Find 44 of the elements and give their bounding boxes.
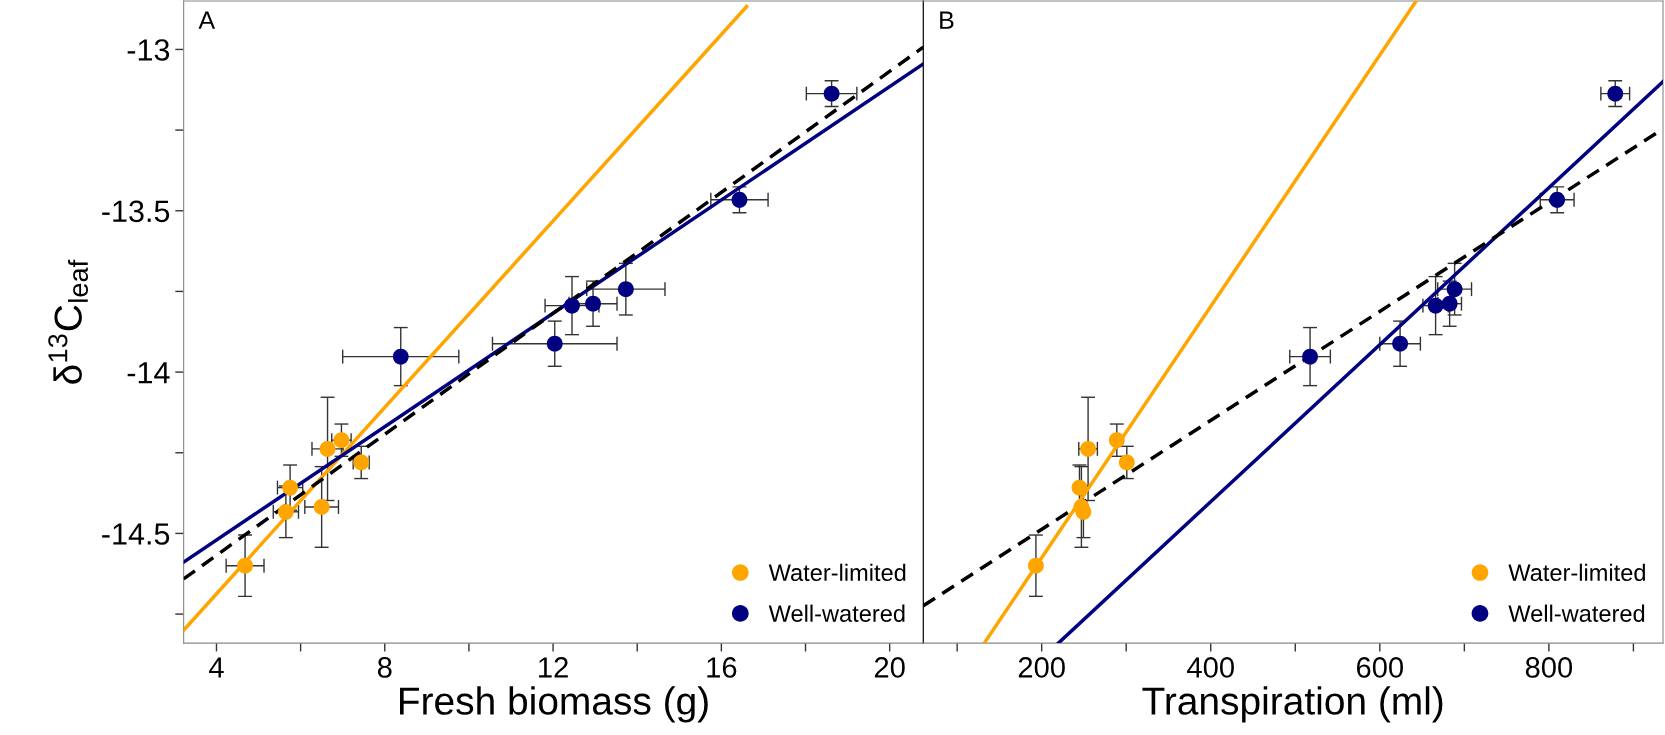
- legend-label: Water-limited: [1508, 563, 1645, 582]
- y-tick-label: -14.5: [102, 523, 170, 545]
- point: [277, 503, 294, 520]
- legend-label: Well-watered: [1508, 604, 1645, 622]
- point: [731, 191, 748, 208]
- point: [237, 557, 253, 574]
- point: [1607, 85, 1624, 102]
- point: [617, 281, 634, 298]
- x-tick-label: 12: [539, 657, 568, 678]
- point: [1028, 557, 1044, 574]
- point: [823, 85, 840, 102]
- x-tick-label: 400: [1187, 657, 1234, 678]
- x-tick-label: 200: [1018, 657, 1065, 678]
- point: [546, 335, 563, 352]
- x-axis-title: Fresh biomass (g): [400, 686, 708, 723]
- legend-label: Water-limited: [768, 563, 906, 582]
- point: [392, 348, 409, 365]
- point: [1392, 335, 1409, 352]
- point: [282, 479, 299, 496]
- y-axis-title: δ$^{13}$C$_{leaf}$: [48, 259, 89, 384]
- point: [1302, 348, 1318, 365]
- x-axis-title: Transpiration (ml): [1142, 686, 1443, 723]
- point: [1446, 281, 1463, 298]
- point: [1071, 479, 1088, 496]
- point: [1549, 191, 1566, 208]
- x-tick-label: 4: [209, 657, 224, 678]
- x-tick-label: 8: [377, 657, 392, 678]
- chart-title: A: [198, 11, 216, 29]
- x-tick-label: 600: [1356, 657, 1403, 678]
- chart-title: B: [940, 11, 954, 29]
- point: [1108, 432, 1125, 449]
- y-tick-label: -13: [127, 39, 170, 61]
- y-tick-label: -13.5: [102, 200, 170, 223]
- point: [564, 297, 580, 314]
- y-tick-label: -14: [127, 362, 170, 384]
- legend-label: Well-watered: [768, 604, 905, 622]
- point: [319, 440, 336, 457]
- x-tick-label: 16: [707, 657, 737, 678]
- point: [313, 499, 330, 515]
- point: [1073, 499, 1090, 515]
- point: [585, 295, 601, 312]
- point: [1118, 454, 1135, 471]
- x-tick-label: 800: [1525, 657, 1573, 678]
- x-tick-label: 20: [874, 657, 905, 678]
